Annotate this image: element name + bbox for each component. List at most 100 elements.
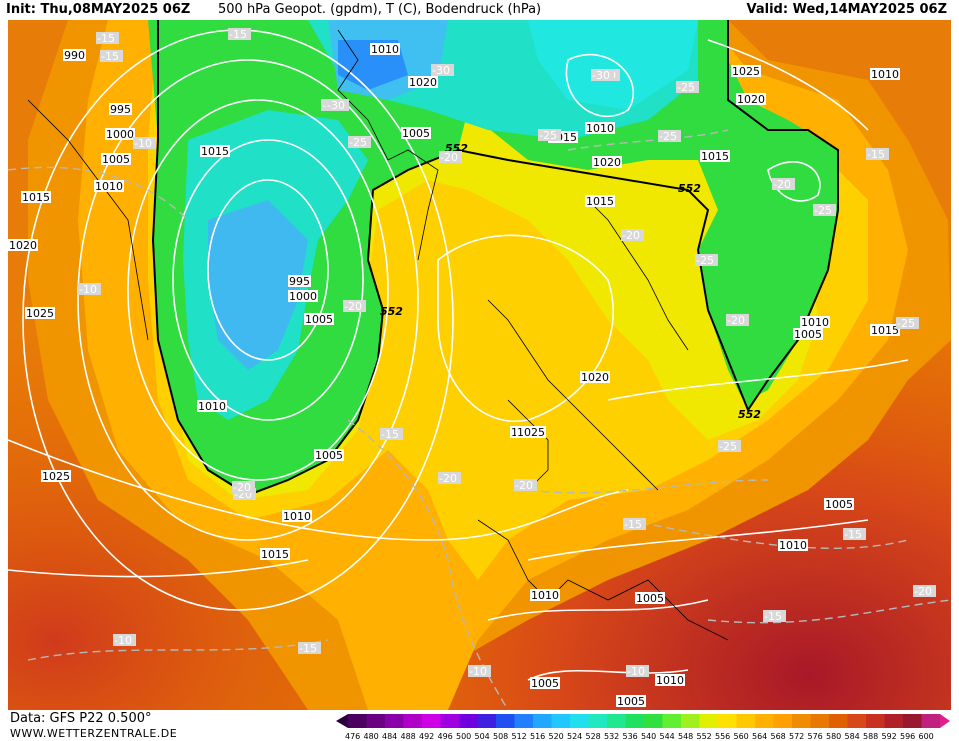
legend-swatch [829,714,848,728]
pressure-label: 1000 [105,128,135,141]
svg-text:1025: 1025 [732,65,760,78]
legend-label: 512 [512,732,527,741]
temperature-label: -15 [380,428,403,441]
svg-text:-15: -15 [97,32,115,45]
legend-swatch [496,714,515,728]
legend-swatch [736,714,756,728]
svg-text:1005: 1005 [531,677,559,690]
init-time: Init: Thu,08MAY2025 06Z [6,2,191,17]
pressure-label: 1020 [736,93,766,106]
temperature-label: -20 [726,314,749,327]
temperature-label: -20 [439,151,462,164]
legend-label: 476 [345,732,360,741]
legend-low-arrow [336,714,348,728]
temperature-label: -25 [538,129,561,142]
legend-swatch [847,714,867,728]
legend-swatch [422,714,441,728]
svg-text:-10: -10 [627,665,645,678]
pressure-label: 1010 [94,180,124,193]
legend-label: 524 [567,732,582,741]
temperature-label: -30 [591,69,614,82]
svg-text:-20: -20 [914,585,932,598]
temperature-label: -20 [343,300,366,313]
svg-text:1010: 1010 [801,316,829,329]
legend-swatch [644,714,663,728]
legend-swatch [662,714,682,728]
legend-swatch [440,714,460,728]
svg-text:-20: -20 [773,178,791,191]
pressure-label: 1015 [21,191,51,204]
svg-text:1005: 1005 [315,449,343,462]
legend-swatch [348,714,367,728]
legend-swatch [699,714,719,728]
svg-text:1000: 1000 [289,290,317,303]
svg-text:1010: 1010 [283,510,311,523]
svg-text:-25: -25 [814,204,832,217]
temperature-label: -10 [468,665,491,678]
svg-text:1025: 1025 [42,470,70,483]
map-title: 500 hPa Geopot. (gpdm), T (C), Bodendruc… [218,2,542,17]
svg-text:-15: -15 [764,610,782,623]
pressure-label: 1020 [580,371,610,384]
legend-label: 500 [456,732,471,741]
temperature-label: -15 [298,642,321,655]
pressure-label: 1020 [408,76,438,89]
temperature-label: -30 [326,99,349,112]
svg-text:1015: 1015 [871,324,899,337]
geopot-label: 552 [380,305,403,318]
temperature-label: -20 [514,479,537,492]
svg-text:-20: -20 [727,314,745,327]
trough-blue [208,200,308,370]
temperature-label: -25 [348,136,371,149]
legend-label: 504 [475,732,490,741]
svg-text:-25: -25 [696,254,714,267]
svg-text:1015: 1015 [586,195,614,208]
legend-swatch [866,714,885,728]
legend-swatch [551,714,571,728]
legend-label: 568 [771,732,786,741]
temperature-label: -25 [658,130,681,143]
svg-text:1015: 1015 [701,150,729,163]
temperature-label: -15 [623,518,646,531]
legend-label: 592 [882,732,897,741]
legend-label: 588 [863,732,878,741]
legend-swatch [681,714,700,728]
legend-swatch [366,714,386,728]
svg-text:1015: 1015 [261,548,289,561]
coastlines [27,29,729,641]
legend-label: 600 [919,732,934,741]
svg-text:1010: 1010 [198,400,226,413]
legend-label: 484 [382,732,397,741]
svg-text:1010: 1010 [531,589,559,602]
pressure-label: 1015 [700,150,730,163]
legend-label: 560 [734,732,749,741]
svg-text:1005: 1005 [636,592,664,605]
pressure-label: 1005 [314,449,344,462]
legend-swatch [403,714,423,728]
pressure-label: 1025 [731,65,761,78]
svg-text:1020: 1020 [581,371,609,384]
svg-text:995: 995 [110,103,131,116]
legend-swatch [385,714,404,728]
pressure-label: 1015 [585,195,615,208]
legend-label: 488 [401,732,416,741]
legend-label: 508 [493,732,508,741]
pressure-label: 990 [63,49,86,62]
map-canvas: 552 552 552 552 990995100010051010101510… [8,20,951,710]
legend-label: 576 [808,732,823,741]
pressure-label: 1015 [870,324,900,337]
legend-swatch [718,714,737,728]
svg-text:-20: -20 [622,229,640,242]
svg-text:-30: -30 [327,99,345,112]
pressure-label: 1005 [616,695,646,708]
legend-label: 532 [604,732,619,741]
pressure-label: 1015 [260,548,290,561]
legend-label: 552 [697,732,712,741]
svg-text:1005: 1005 [402,127,430,140]
legend-label: 548 [678,732,693,741]
svg-text:-20: -20 [515,479,533,492]
svg-text:1015: 1015 [22,191,50,204]
svg-text:1000: 1000 [106,128,134,141]
svg-text:-15: -15 [101,50,119,63]
svg-text:995: 995 [289,275,310,288]
